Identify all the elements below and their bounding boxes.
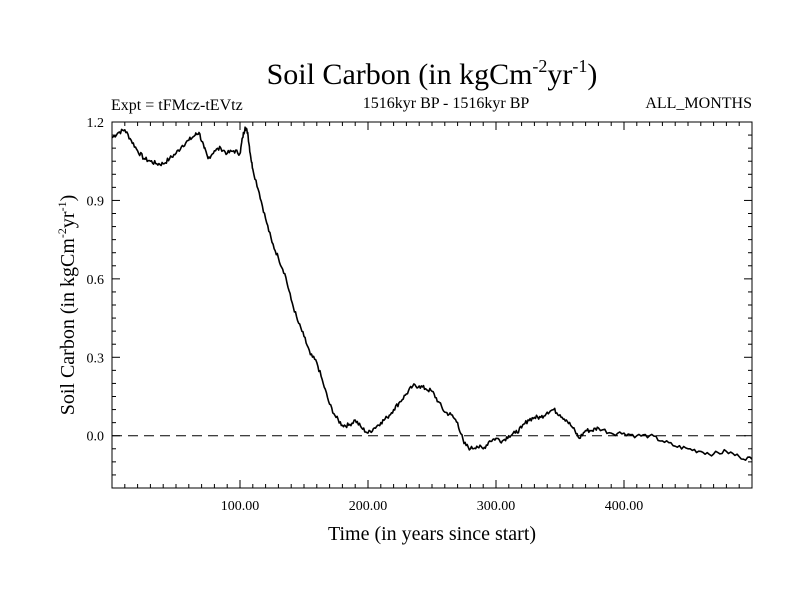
plot-frame <box>111 121 753 489</box>
chart-title: Soil Carbon (in kgCm-2yr-1) <box>267 56 598 91</box>
title-mid: yr <box>547 58 572 91</box>
y-tick-label: 0.3 <box>87 351 105 366</box>
x-tick-label: 400.00 <box>605 499 644 514</box>
x-axis-tick-labels: 100.00 200.00 300.00 400.00 <box>221 499 644 514</box>
x-tick-label: 100.00 <box>221 499 260 514</box>
title-end: ) <box>587 58 597 91</box>
soil-carbon-series-line <box>111 126 753 461</box>
y-tick-label: 0.9 <box>87 194 105 209</box>
ylabel-sup2: -1 <box>55 201 69 211</box>
subtitle-center: 1516kyr BP - 1516kyr BP <box>363 95 530 112</box>
y-tick-label: 0.0 <box>87 430 105 445</box>
ylabel-mid: yr <box>57 211 79 228</box>
title-sup2: -1 <box>572 56 587 76</box>
y-axis-ticks <box>112 134 752 476</box>
x-axis-ticks <box>124 122 740 488</box>
x-tick-label: 300.00 <box>477 499 516 514</box>
title-main: Soil Carbon (in kgCm <box>267 58 533 91</box>
subtitle-right: ALL_MONTHS <box>645 95 752 112</box>
x-axis-label: Time (in years since start) <box>328 523 536 545</box>
y-tick-label: 1.2 <box>87 116 105 131</box>
ylabel-end: ) <box>57 195 79 202</box>
subtitle-left: Expt = tFMcz-tEVtz <box>111 97 243 114</box>
y-axis-tick-labels: 0.0 0.3 0.6 0.9 1.2 <box>87 116 105 445</box>
ylabel-sup1: -2 <box>55 228 69 238</box>
y-tick-label: 0.6 <box>87 273 105 288</box>
x-tick-label: 200.00 <box>349 499 388 514</box>
title-sup1: -2 <box>532 56 547 76</box>
ylabel-main: Soil Carbon (in kgCm <box>57 238 79 416</box>
y-axis-label: Soil Carbon (in kgCm-2yr-1) <box>55 195 79 416</box>
